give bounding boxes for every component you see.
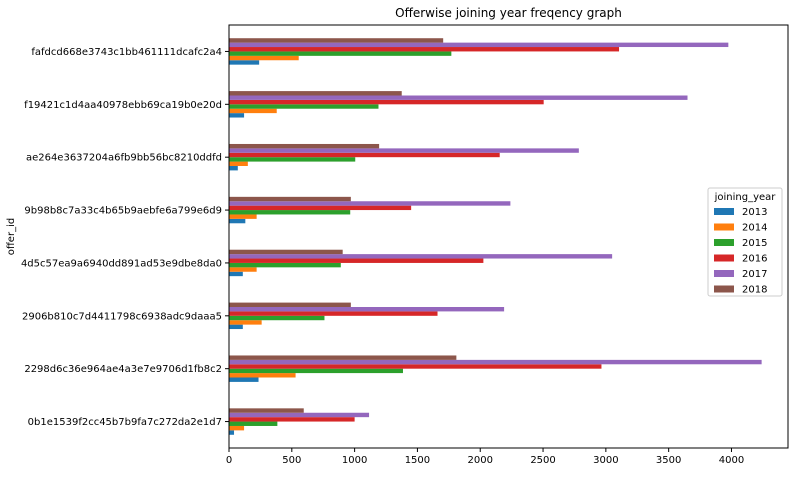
bar-2016-2 bbox=[229, 311, 438, 316]
legend-label-2013: 2013 bbox=[742, 207, 767, 218]
bar-2013-4 bbox=[229, 218, 246, 224]
y-axis-ticks: 0b1e1539f2cc45b7b9fa7c272da2e1d7 2298d6c3… bbox=[21, 47, 229, 428]
bar-2018-5 bbox=[229, 143, 380, 149]
bar-2016-5 bbox=[229, 152, 500, 158]
bar-2017-6 bbox=[229, 95, 688, 100]
legend-label-2014: 2014 bbox=[742, 223, 767, 234]
bar-2016-1 bbox=[229, 364, 602, 369]
legend-swatch-2016 bbox=[714, 254, 734, 262]
bar-2013-3 bbox=[229, 271, 243, 277]
bar-2013-5 bbox=[229, 166, 238, 171]
legend-label-2016: 2016 bbox=[742, 254, 767, 265]
legend-items: 2013 2014 2015 2016 2017 2018 bbox=[714, 207, 767, 296]
bar-2015-2 bbox=[229, 315, 325, 321]
y-tick-label: 0b1e1539f2cc45b7b9fa7c272da2e1d7 bbox=[28, 417, 222, 428]
legend-swatch-2017 bbox=[714, 270, 734, 277]
bars-group bbox=[229, 38, 762, 435]
y-tick-label: 2906b810c7d4411798c6938adc9daaa5 bbox=[22, 311, 222, 322]
bar-2015-0 bbox=[229, 421, 278, 426]
y-axis-label: offer_id bbox=[6, 218, 17, 255]
x-axis-ticks: 0 500 1000 1500 2000 2500 3000 3500 4000 bbox=[226, 448, 744, 466]
x-tick-label: 2500 bbox=[530, 455, 555, 466]
bar-2017-5 bbox=[229, 148, 579, 153]
bar-2018-2 bbox=[229, 302, 351, 307]
bar-2013-6 bbox=[229, 113, 245, 118]
bar-2018-3 bbox=[229, 249, 343, 255]
bar-2014-0 bbox=[229, 425, 245, 431]
bar-2014-5 bbox=[229, 161, 248, 166]
chart-title: Offerwise joining year freqency graph bbox=[395, 6, 622, 20]
x-tick-label: 4000 bbox=[719, 455, 744, 466]
legend: joining_year 2013 2014 2015 2016 2017 2018 bbox=[707, 187, 783, 297]
bar-2014-7 bbox=[229, 55, 299, 61]
bar-2015-3 bbox=[229, 262, 341, 268]
bar-2017-3 bbox=[229, 254, 613, 259]
bar-2015-1 bbox=[229, 368, 403, 374]
bar-2016-3 bbox=[229, 258, 484, 263]
legend-title: joining_year bbox=[714, 192, 777, 203]
x-tick-label: 1500 bbox=[405, 455, 430, 466]
y-tick-label: f19421c1d4aa40978ebb69ca19b0e20d bbox=[24, 100, 222, 111]
bar-2017-2 bbox=[229, 307, 505, 312]
bar-2016-0 bbox=[229, 417, 355, 422]
bar-2016-4 bbox=[229, 205, 412, 211]
bar-2018-6 bbox=[229, 91, 402, 96]
bar-2014-3 bbox=[229, 267, 257, 272]
x-tick-label: 0 bbox=[226, 455, 232, 466]
bar-2017-1 bbox=[229, 359, 762, 365]
y-tick-label: fafdcd668e3743c1bb461111dcafc2a4 bbox=[31, 47, 222, 58]
bar-2013-7 bbox=[229, 60, 260, 65]
bar-2013-0 bbox=[229, 430, 235, 435]
bar-2013-2 bbox=[229, 324, 243, 330]
bar-2014-1 bbox=[229, 373, 296, 378]
bar-2015-6 bbox=[229, 104, 379, 109]
bar-2015-5 bbox=[229, 157, 356, 162]
x-tick-label: 500 bbox=[282, 455, 301, 466]
y-tick-label: 9b98b8c7a33c4b65b9aebfe6a799e6d9 bbox=[24, 206, 222, 217]
bar-2015-7 bbox=[229, 51, 452, 56]
bar-2017-4 bbox=[229, 201, 511, 206]
bar-2018-1 bbox=[229, 355, 457, 360]
y-tick-label: 4d5c57ea9a6940dd891ad53e9dbe8da0 bbox=[21, 258, 222, 269]
x-tick-label: 1000 bbox=[342, 455, 367, 466]
bar-2013-1 bbox=[229, 377, 259, 382]
legend-swatch-2014 bbox=[714, 223, 734, 231]
legend-label-2017: 2017 bbox=[742, 269, 767, 280]
bar-2018-4 bbox=[229, 196, 351, 202]
legend-label-2018: 2018 bbox=[742, 285, 767, 296]
plot-frame bbox=[228, 24, 789, 449]
bar-2016-6 bbox=[229, 99, 544, 105]
y-tick-label: 2298d6c36e964ae4a3e7e9706d1fb8c2 bbox=[24, 364, 222, 375]
bar-2014-2 bbox=[229, 320, 262, 325]
legend-label-2015: 2015 bbox=[742, 238, 767, 249]
x-tick-label: 2000 bbox=[468, 455, 493, 466]
bar-2015-4 bbox=[229, 210, 351, 215]
bar-2014-6 bbox=[229, 108, 277, 114]
bar-2018-0 bbox=[229, 408, 304, 413]
legend-swatch-2013 bbox=[714, 208, 734, 215]
bar-2017-0 bbox=[229, 412, 370, 418]
bar-2018-7 bbox=[229, 38, 444, 43]
bar-2014-4 bbox=[229, 214, 257, 219]
legend-swatch-2015 bbox=[714, 239, 734, 246]
bar-2017-7 bbox=[229, 42, 729, 48]
x-tick-label: 3500 bbox=[656, 455, 681, 466]
x-tick-label: 3000 bbox=[593, 455, 618, 466]
bar-2016-7 bbox=[229, 47, 620, 52]
y-tick-label: ae264e3637204a6fb9bb56bc8210ddfd bbox=[26, 153, 222, 164]
legend-swatch-2018 bbox=[714, 285, 734, 293]
